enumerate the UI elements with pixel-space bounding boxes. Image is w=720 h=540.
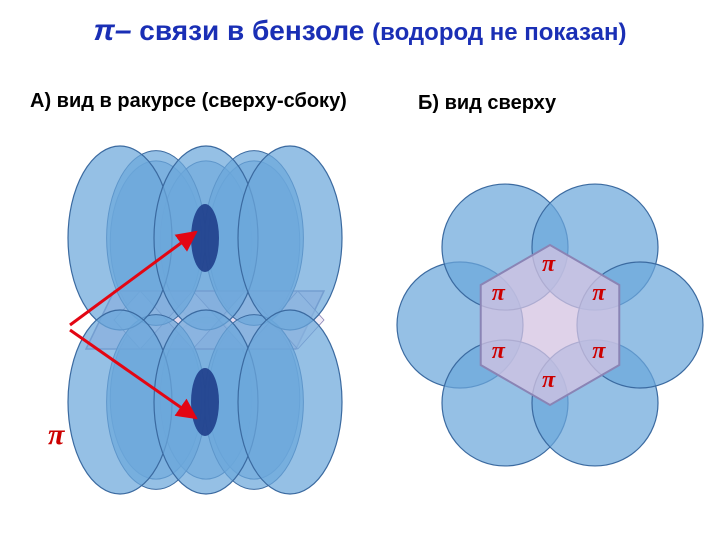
pi-label-a: π <box>48 418 64 452</box>
title-paren: (водород не показан) <box>372 19 626 46</box>
pi-label-b: π <box>492 280 505 307</box>
pi-label-b: π <box>492 338 505 365</box>
subtitle-b: Б) вид сверху <box>418 92 556 115</box>
pi-label-b: π <box>542 251 555 278</box>
pi-label-b: π <box>592 338 605 365</box>
title-pi: π– <box>93 14 131 47</box>
pi-label-b: π <box>592 280 605 307</box>
subtitle-a: А) вид в ракурсе (сверху-сбоку) <box>30 90 347 113</box>
pi-label-b: π <box>542 367 555 394</box>
page-title: π– связи в бензоле (водород не показан) <box>0 14 720 48</box>
diagram-a <box>30 130 380 520</box>
root: { "title": { "pi": "π–", "main": " связи… <box>0 0 720 540</box>
diagram-b <box>395 160 705 490</box>
title-main: связи в бензоле <box>132 15 373 46</box>
